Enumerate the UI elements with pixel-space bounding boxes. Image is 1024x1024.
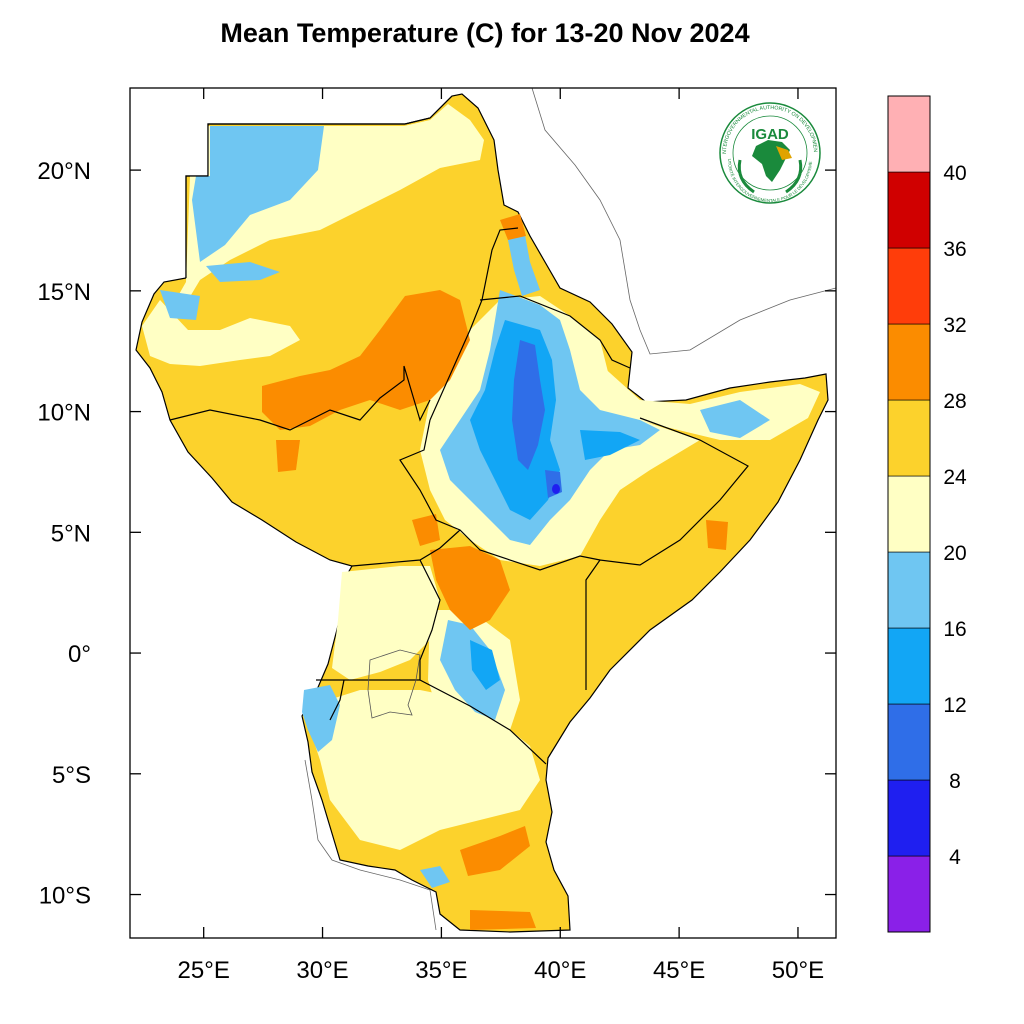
lon-tick-label: 25°E bbox=[178, 957, 230, 984]
lon-tick-label: 45°E bbox=[653, 957, 705, 984]
lat-tick-label: 15°N bbox=[37, 279, 91, 306]
colorbar-bin bbox=[887, 551, 931, 629]
laurel-left-icon bbox=[737, 159, 755, 194]
logo-text: IGAD bbox=[751, 126, 789, 143]
colorbar-bin bbox=[887, 171, 931, 249]
colorbar-label: 4 bbox=[949, 846, 961, 869]
colorbar-label: 16 bbox=[943, 618, 966, 641]
colorbar-bin bbox=[887, 779, 931, 857]
lon-tick-label: 35°E bbox=[415, 957, 467, 984]
lat-tick-label: 0° bbox=[68, 641, 91, 668]
colorbar-bin bbox=[887, 323, 931, 401]
colorbar-bin bbox=[887, 627, 931, 705]
colorbar-bin bbox=[887, 399, 931, 477]
map-frame bbox=[129, 87, 837, 939]
colorbar-label: 36 bbox=[943, 238, 966, 261]
lon-axis: 25°E 30°E 35°E 40°E 45°E 50°E bbox=[178, 88, 824, 984]
colorbar-label: 20 bbox=[943, 542, 966, 565]
outside-coastlines bbox=[304, 87, 837, 931]
horn-region-icon bbox=[776, 146, 792, 160]
colorbar-label: 32 bbox=[943, 314, 966, 337]
colorbar-bin bbox=[887, 95, 931, 173]
lon-tick-label: 50°E bbox=[772, 957, 824, 984]
colorbar-label: 40 bbox=[943, 162, 966, 185]
colorbar-bin bbox=[887, 855, 931, 933]
colorbar-bin bbox=[887, 703, 931, 781]
colorbar-bin bbox=[887, 247, 931, 325]
band-28-32 bbox=[262, 214, 728, 930]
lat-tick-label: 10°N bbox=[37, 400, 91, 427]
colorbar-frame bbox=[887, 95, 931, 933]
lon-tick-label: 30°E bbox=[296, 957, 348, 984]
lon-tick-label: 40°E bbox=[534, 957, 586, 984]
map-title: Mean Temperature (C) for 13-20 Nov 2024 bbox=[220, 18, 750, 48]
colorbar-label: 28 bbox=[943, 390, 966, 413]
lat-tick-label: 20°N bbox=[37, 158, 91, 185]
lat-tick-label: 5°N bbox=[51, 520, 91, 547]
colorbar-bin bbox=[887, 475, 931, 553]
lake-victoria-outline bbox=[367, 649, 421, 719]
country-borders bbox=[169, 95, 749, 765]
band-4-8 bbox=[552, 484, 560, 494]
colorbar-label: 24 bbox=[943, 466, 967, 489]
colorbar: 4 8 12 16 20 24 28 32 36 40 bbox=[887, 95, 967, 933]
map-field bbox=[135, 93, 829, 933]
lat-axis: 20°N 15°N 10°N 5°N 0° 5°S 10°S bbox=[37, 158, 836, 910]
lat-tick-label: 5°S bbox=[52, 762, 91, 789]
laurel-right-icon bbox=[785, 159, 803, 194]
lat-tick-label: 10°S bbox=[39, 883, 91, 910]
colorbar-label: 12 bbox=[943, 694, 966, 717]
colorbar-label: 8 bbox=[949, 770, 961, 793]
